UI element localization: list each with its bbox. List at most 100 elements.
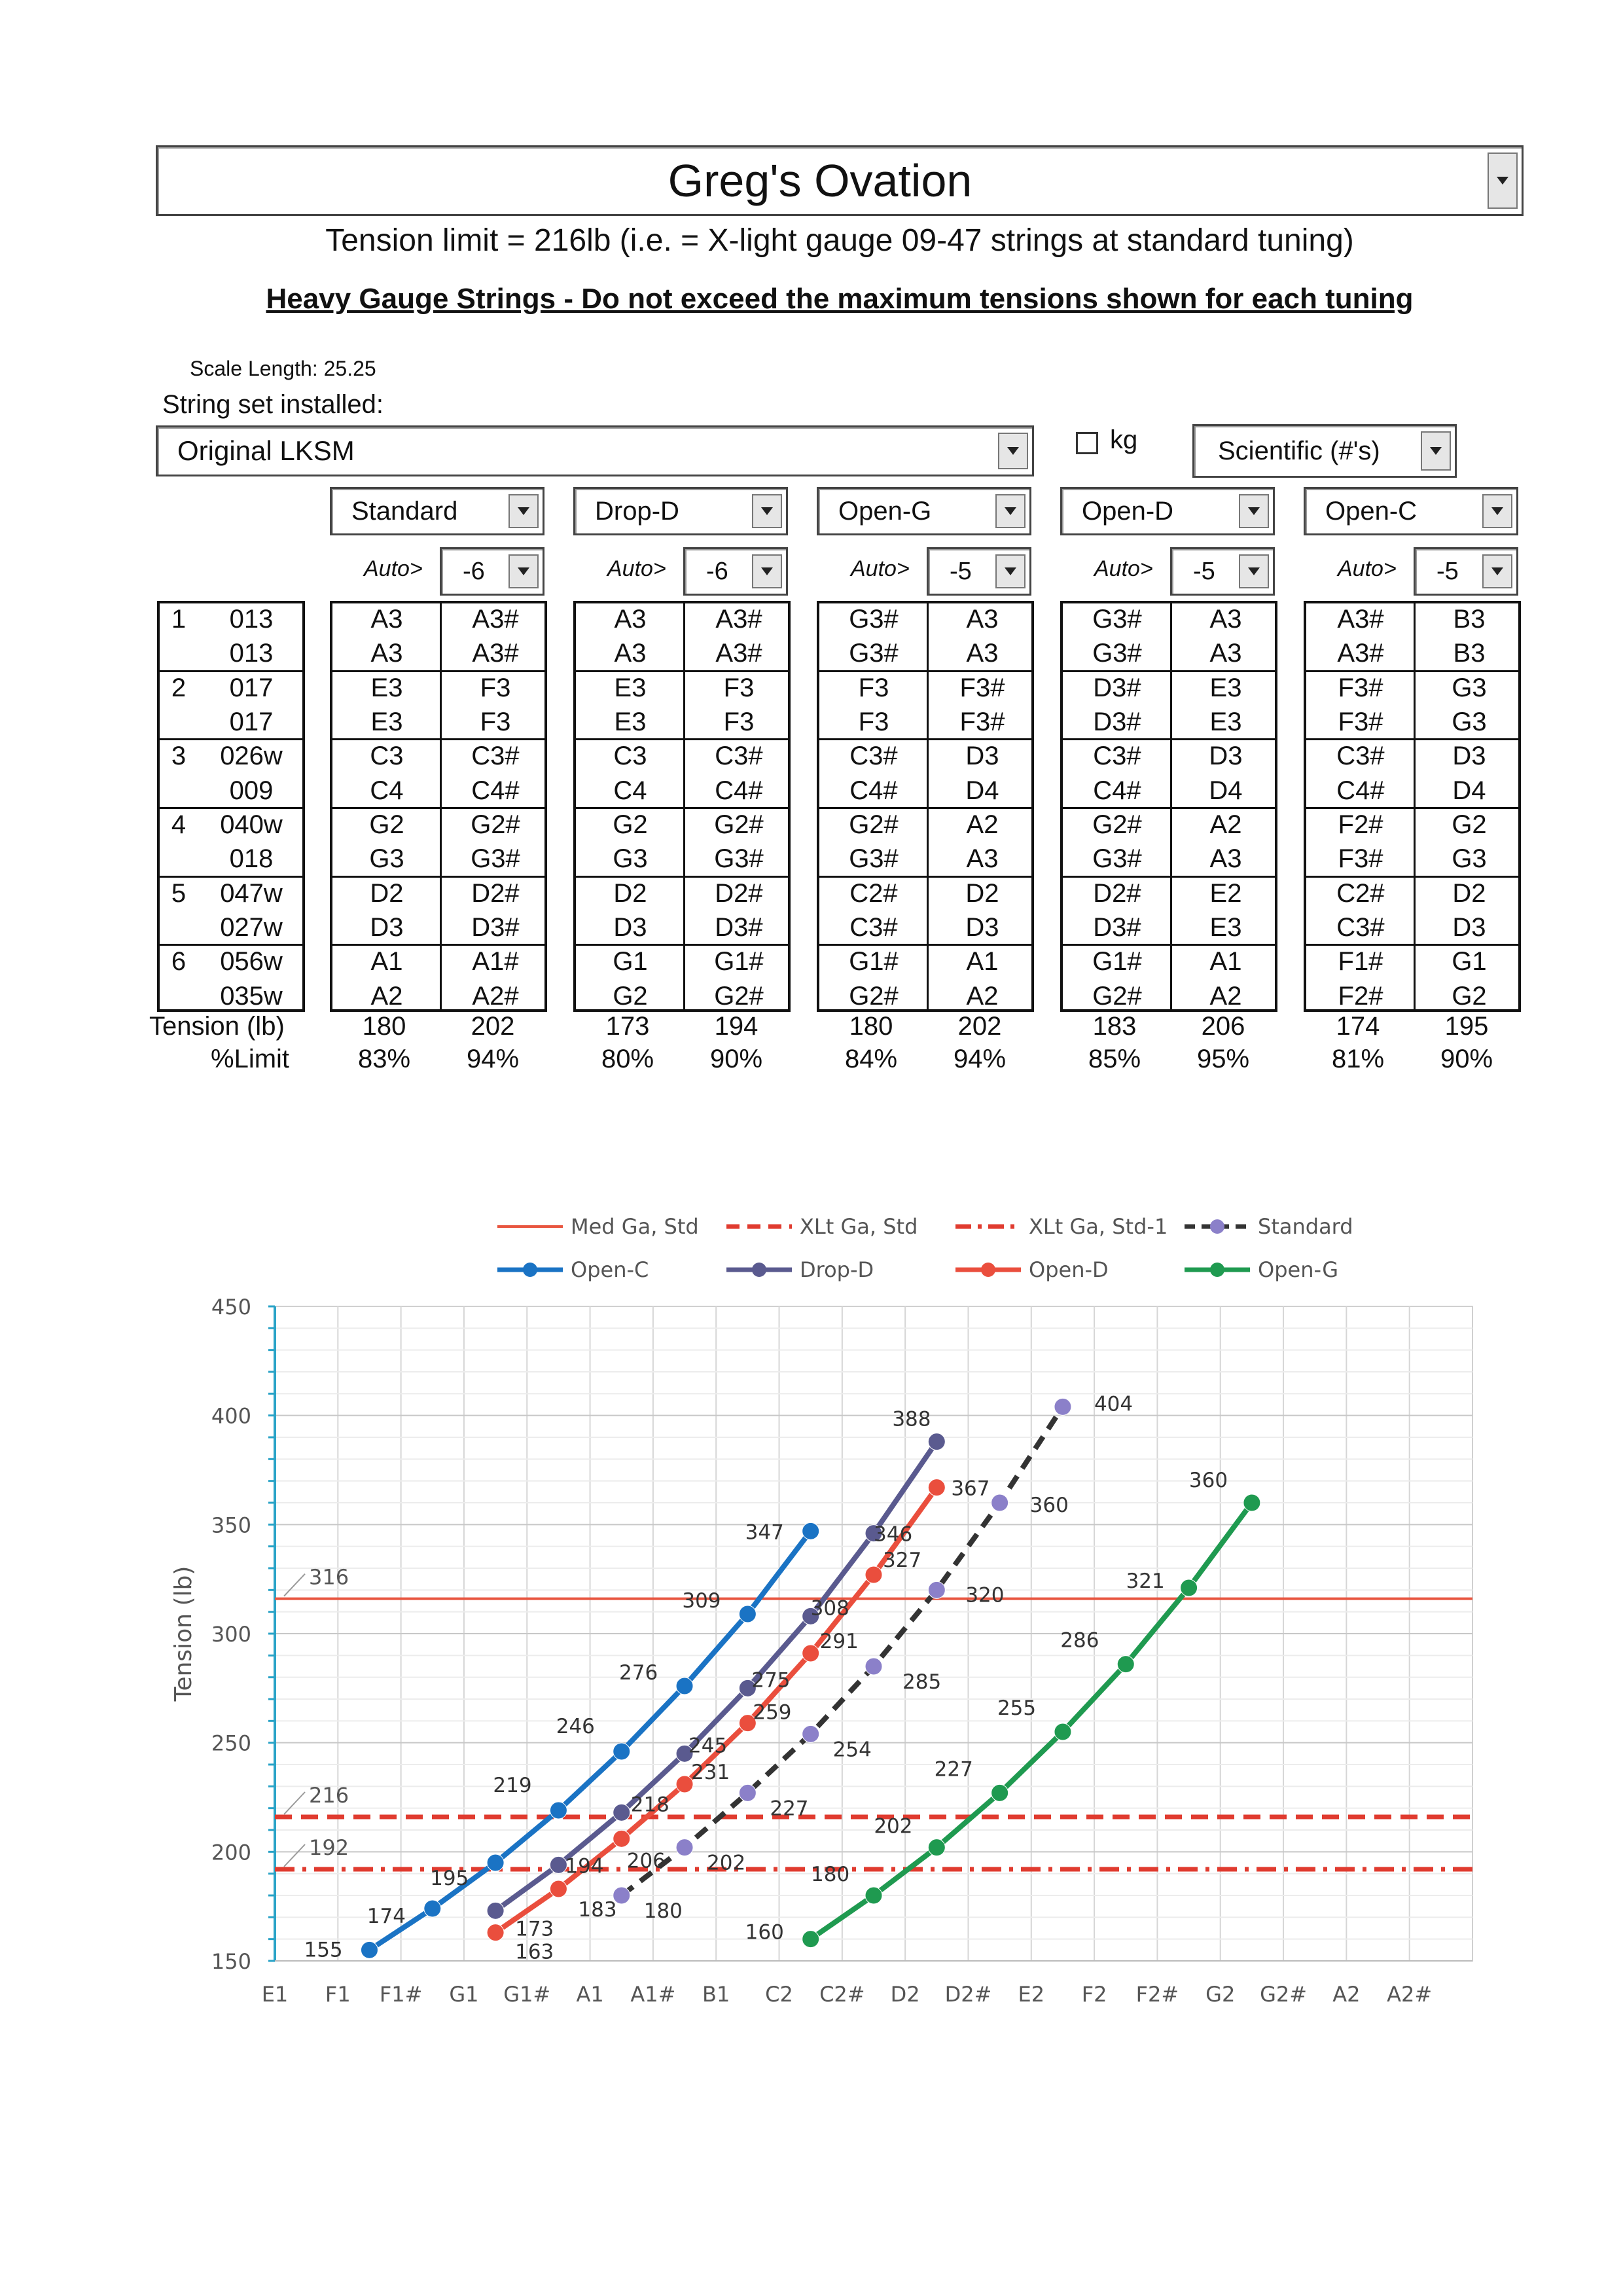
note-cell: C3# [849, 912, 898, 942]
data-label: 327 [883, 1549, 921, 1572]
limit-value: 95% [1196, 1045, 1250, 1073]
legend-label: Open-G [1258, 1257, 1338, 1282]
auto-label: Auto> [1094, 556, 1153, 581]
note-cell: G2# [714, 810, 764, 839]
auto-label: Auto> [607, 556, 666, 581]
notation-dropdown-button[interactable] [1421, 431, 1451, 471]
tuning-notes-table-4: A3# B3 A3# B3 F3# G3 F3# G3 C3# D3 C4# D4 F2# G2 F3# G3… [1304, 601, 1521, 1012]
tuning-dropdown-button[interactable] [508, 494, 539, 528]
data-point [802, 1644, 820, 1662]
auto-offset-button[interactable] [1482, 554, 1512, 588]
tuning-dropdown-button[interactable] [752, 494, 782, 528]
note-cell: A3 [370, 639, 403, 668]
string-number: 2 [171, 673, 187, 702]
note-cell: F3 [480, 673, 511, 702]
data-point [738, 1784, 757, 1802]
data-label: 219 [493, 1774, 531, 1797]
auto-offset-button[interactable] [508, 554, 539, 588]
tuning-dropdown-1[interactable]: Drop-D [573, 487, 788, 535]
chevron-down-icon [518, 507, 529, 515]
data-label: 218 [631, 1793, 669, 1816]
auto-offset-button[interactable] [752, 554, 782, 588]
auto-offset-dropdown-0[interactable]: -6 [440, 547, 544, 596]
auto-offset-dropdown-1[interactable]: -6 [683, 547, 788, 596]
reference-label-leader [283, 1791, 306, 1815]
data-label: 245 [688, 1734, 727, 1757]
note-cell: D3 [1452, 912, 1486, 942]
tuning-dropdown-4[interactable]: Open-C [1304, 487, 1518, 535]
string-set-dropdown-button[interactable] [998, 433, 1028, 469]
string-set-dropdown[interactable]: Original LKSM [156, 425, 1034, 476]
limit-value: 94% [466, 1045, 520, 1073]
data-label: 195 [430, 1867, 469, 1890]
note-cell: C2# [1336, 878, 1385, 908]
limit-value: 81% [1331, 1045, 1385, 1073]
data-point [486, 1854, 505, 1872]
tuning-dropdown-button[interactable] [995, 494, 1026, 528]
data-label: 231 [691, 1761, 730, 1784]
tuning-dropdown-button[interactable] [1482, 494, 1512, 528]
notation-value: Scientific (#'s) [1218, 436, 1380, 465]
note-cell: G3 [369, 844, 404, 874]
auto-offset-dropdown-3[interactable]: -5 [1170, 547, 1275, 596]
data-point [675, 1839, 694, 1857]
x-tick-label: C2# [819, 1982, 865, 2007]
note-cell: G1 [613, 947, 648, 977]
data-label: 320 [965, 1583, 1004, 1607]
auto-offset-dropdown-2[interactable]: -5 [927, 547, 1031, 596]
data-label: 163 [515, 1941, 554, 1964]
tuning-dropdown-button[interactable] [1239, 494, 1269, 528]
note-cell: G3# [471, 844, 520, 874]
note-cell: A1# [472, 947, 519, 977]
tuning-dropdown-0[interactable]: Standard [330, 487, 544, 535]
note-cell: C3# [1093, 742, 1141, 771]
auto-offset-dropdown-4[interactable]: -5 [1414, 547, 1518, 596]
string-set-value: Original LKSM [177, 435, 355, 466]
data-label: 388 [892, 1408, 931, 1431]
data-point [802, 1607, 820, 1625]
note-cell: C4 [613, 776, 647, 805]
note-cell: G2# [849, 810, 899, 839]
series-line [493, 1440, 939, 1913]
note-cell: C3 [613, 742, 647, 771]
x-tick-label: C2 [765, 1982, 793, 2007]
note-cell: G2 [1452, 981, 1487, 1011]
note-cell: C4# [715, 776, 763, 805]
chevron-down-icon [761, 567, 773, 575]
tuning-dropdown-2[interactable]: Open-G [817, 487, 1031, 535]
tuning-notes-table-3: G3# A3 G3# A3 D3# E3 D3# E3 C3# D3 C4# D4 G2# A2 G3# A3… [1060, 601, 1277, 1012]
auto-offset-button[interactable] [1239, 554, 1269, 588]
data-point [1180, 1579, 1198, 1597]
auto-offset-button[interactable] [995, 554, 1026, 588]
data-point [802, 1522, 820, 1540]
note-cell: G3 [613, 844, 648, 874]
note-cell: D3 [1209, 742, 1243, 771]
data-label: 155 [304, 1938, 342, 1962]
note-cell: A2 [1209, 981, 1242, 1011]
tuning-notes-table-2: G3# A3 G3# A3 F3 F3# F3 F3# C3# D3 C4# D4 G2# A2 G3# A3… [817, 601, 1034, 1012]
note-cell: E2 [1209, 878, 1242, 908]
tuning-notes-table-1: A3 A3# A3 A3# E3 F3 E3 F3 C3 C3# C4 C4# G2 G2# G3 G3# D2… [573, 601, 791, 1012]
note-cell: A3# [472, 639, 519, 668]
data-label: 276 [619, 1661, 658, 1685]
notation-dropdown[interactable]: Scientific (#'s) [1192, 424, 1457, 478]
data-label: 202 [874, 1815, 912, 1839]
note-cell: D3# [471, 912, 520, 942]
note-cell: E3 [614, 707, 647, 736]
data-point [865, 1886, 883, 1905]
tuning-dropdown-3[interactable]: Open-D [1060, 487, 1275, 535]
legend-label: XLt Ga, Std [800, 1214, 918, 1239]
note-cell: D2 [965, 878, 999, 908]
note-cell: G2 [613, 981, 648, 1011]
x-tick-label: G1 [449, 1982, 478, 2007]
note-cell: D3# [1093, 673, 1141, 702]
limit-row-label: %Limit [211, 1045, 290, 1073]
kg-checkbox[interactable] [1076, 432, 1098, 454]
data-point [613, 1803, 631, 1821]
data-point [1116, 1655, 1135, 1674]
limit-value: 94% [953, 1045, 1007, 1073]
title-dropdown[interactable]: Greg's Ovation [156, 145, 1524, 216]
series-line [493, 1486, 939, 1935]
title-dropdown-button[interactable] [1488, 152, 1518, 209]
data-label: 321 [1126, 1570, 1165, 1593]
